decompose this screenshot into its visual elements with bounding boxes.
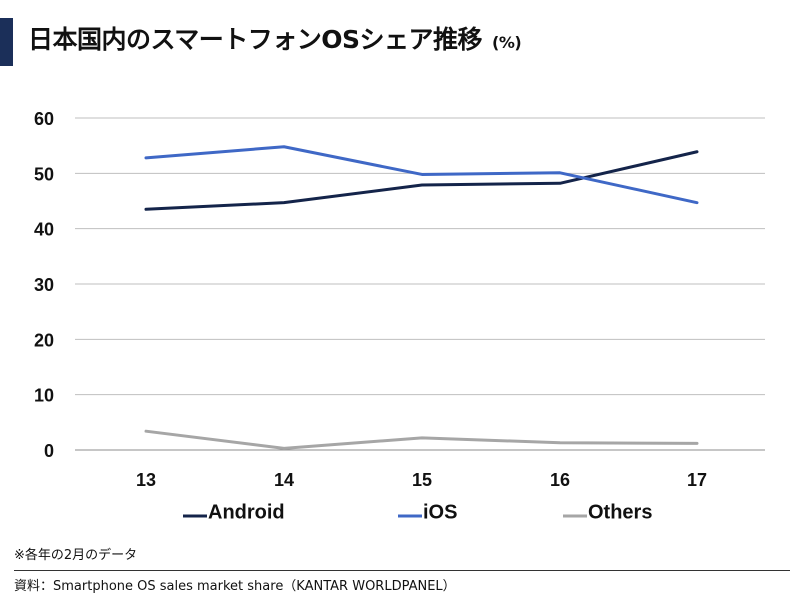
series-line-others [144, 429, 699, 450]
chart-title-unit: (%) [492, 33, 522, 52]
series-line-ios [144, 145, 699, 205]
x-tick-label: 15 [412, 470, 432, 490]
x-tick-label: 13 [136, 470, 156, 490]
legend-label-android: Android [208, 501, 285, 523]
y-tick-label: 10 [34, 386, 54, 406]
y-tick-label: 50 [34, 164, 54, 184]
source-credit: 資料：Smartphone OS sales market share（KANT… [14, 579, 456, 594]
title-accent-bar [0, 18, 13, 66]
y-tick-label: 30 [34, 275, 54, 295]
y-tick-label: 40 [34, 220, 54, 240]
y-tick-label: 60 [34, 109, 54, 129]
y-tick-label: 20 [34, 330, 54, 350]
footer-divider [14, 570, 790, 571]
y-tick-label: 0 [44, 441, 54, 461]
series-line-android [144, 150, 699, 211]
legend-label-others: Others [588, 501, 652, 523]
data-note: ※各年の2月のデータ [14, 548, 138, 563]
chart-title-text: 日本国内のスマートフォンOSシェア推移 [28, 25, 483, 54]
chart-title: 日本国内のスマートフォンOSシェア推移 (%) [28, 22, 522, 61]
x-tick-label: 16 [550, 470, 570, 490]
x-tick-label: 14 [274, 470, 294, 490]
legend-label-ios: iOS [423, 501, 457, 523]
x-tick-label: 17 [687, 470, 707, 490]
